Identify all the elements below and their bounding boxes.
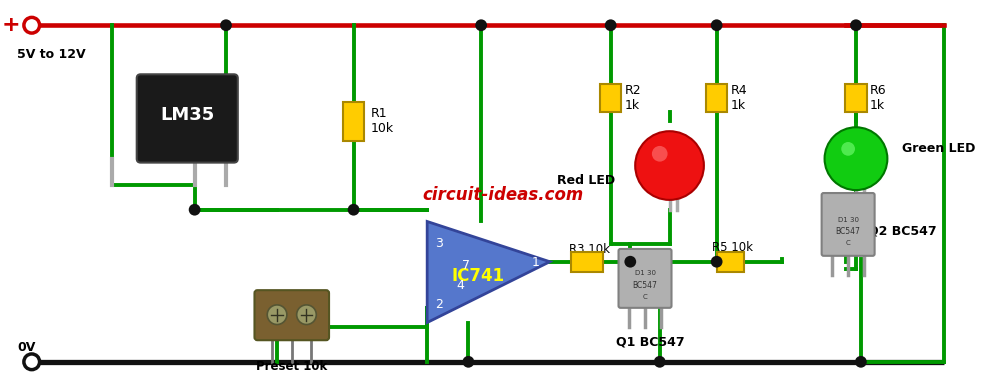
FancyBboxPatch shape [705, 84, 727, 112]
Circle shape [624, 256, 636, 268]
Circle shape [24, 18, 40, 33]
Circle shape [348, 204, 360, 216]
Text: R6
1k: R6 1k [869, 84, 886, 112]
Text: D1 30: D1 30 [838, 217, 859, 223]
Text: BC547: BC547 [836, 227, 861, 236]
Circle shape [710, 256, 722, 268]
Circle shape [654, 356, 666, 368]
Circle shape [605, 19, 617, 31]
Text: 1: 1 [533, 256, 540, 269]
Circle shape [189, 204, 201, 216]
Text: 3: 3 [435, 237, 443, 250]
Text: 7: 7 [461, 259, 469, 272]
Circle shape [220, 19, 232, 31]
Text: LM35: LM35 [160, 105, 214, 124]
Text: 5V to 12V: 5V to 12V [17, 48, 86, 61]
Circle shape [267, 305, 287, 324]
FancyBboxPatch shape [343, 102, 365, 141]
Text: C: C [642, 294, 647, 300]
Text: R2
1k: R2 1k [624, 84, 641, 112]
Circle shape [462, 356, 474, 368]
Polygon shape [427, 221, 550, 322]
Text: Q1 BC547: Q1 BC547 [616, 335, 685, 348]
Text: +: + [1, 15, 20, 35]
Text: R1
10k: R1 10k [370, 107, 393, 135]
FancyBboxPatch shape [822, 193, 874, 256]
Text: Red LED: Red LED [557, 174, 616, 187]
Text: R5 10k: R5 10k [711, 241, 753, 254]
FancyBboxPatch shape [618, 249, 672, 308]
Text: IC741: IC741 [452, 267, 505, 286]
Bar [140, 151, 234, 159]
Circle shape [652, 146, 668, 161]
Circle shape [635, 131, 703, 200]
Text: R3 10k: R3 10k [568, 243, 610, 256]
FancyBboxPatch shape [255, 290, 329, 340]
FancyBboxPatch shape [845, 84, 866, 112]
Text: Q2 BC547: Q2 BC547 [867, 224, 937, 237]
Text: R4
1k: R4 1k [730, 84, 747, 112]
Text: 4: 4 [456, 279, 464, 292]
FancyBboxPatch shape [571, 252, 603, 272]
Circle shape [296, 305, 316, 324]
Circle shape [855, 356, 866, 368]
FancyBboxPatch shape [136, 74, 238, 163]
Text: D1 30: D1 30 [634, 270, 655, 277]
Text: circuit-ideas.com: circuit-ideas.com [422, 186, 583, 204]
Text: 2: 2 [435, 298, 443, 311]
Circle shape [850, 19, 862, 31]
Circle shape [475, 19, 487, 31]
Text: 0V: 0V [17, 341, 36, 354]
Text: Preset 10k: Preset 10k [256, 360, 327, 373]
Text: Green LED: Green LED [902, 142, 975, 155]
FancyBboxPatch shape [600, 84, 621, 112]
Text: C: C [846, 240, 851, 246]
Circle shape [825, 127, 887, 190]
Circle shape [710, 19, 722, 31]
FancyBboxPatch shape [716, 252, 744, 272]
Text: BC547: BC547 [632, 281, 657, 290]
Circle shape [24, 354, 40, 370]
Circle shape [841, 142, 855, 156]
